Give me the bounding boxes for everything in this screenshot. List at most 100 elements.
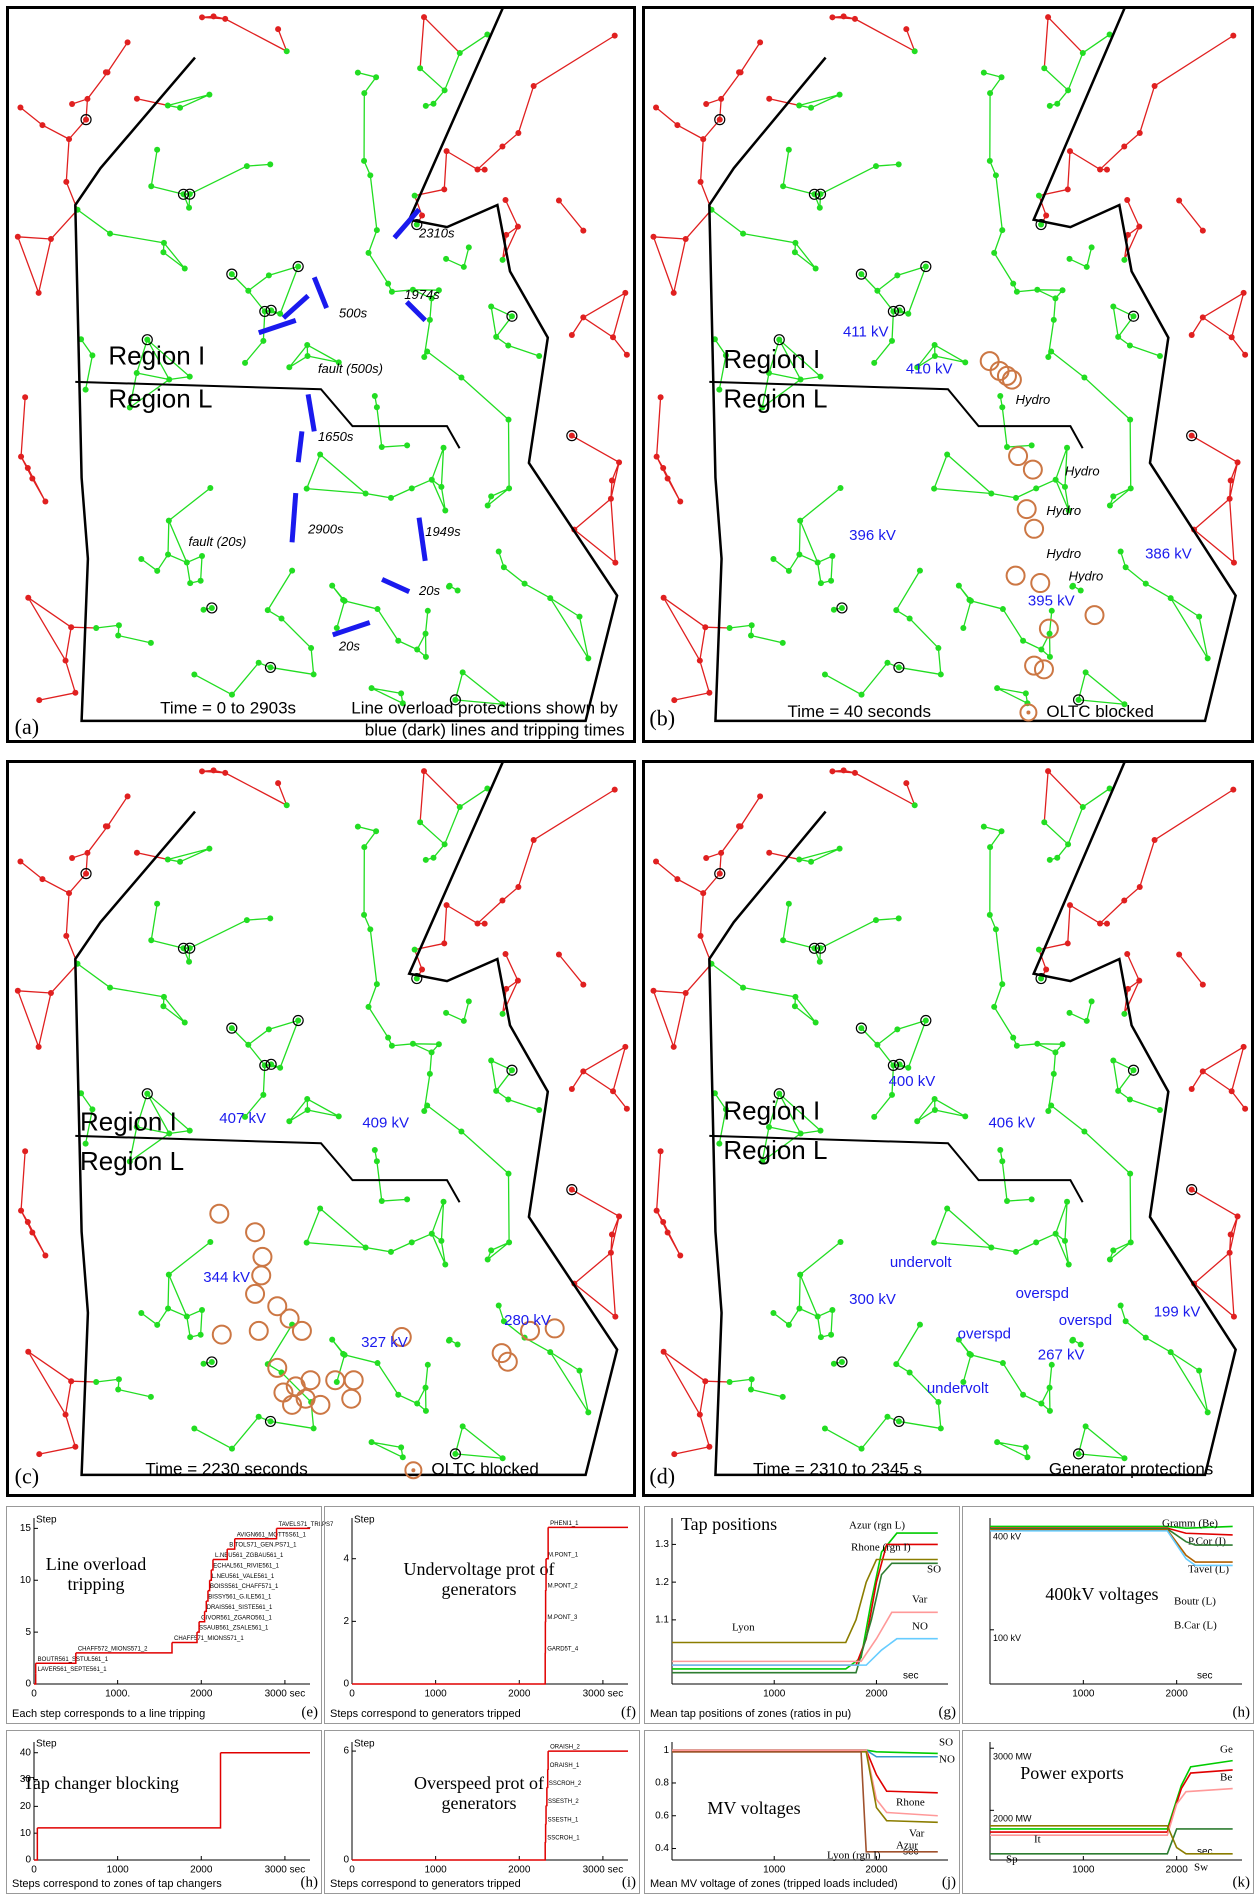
bus <box>63 658 69 664</box>
bus <box>244 917 250 923</box>
bus <box>499 144 505 150</box>
bus <box>488 1247 494 1253</box>
bus <box>1024 1454 1030 1460</box>
bus <box>580 982 586 988</box>
bus <box>187 374 193 380</box>
bus <box>447 583 453 589</box>
bus <box>580 228 586 234</box>
chart-title-box: Undervoltage prot of generators <box>399 1559 559 1609</box>
step <box>205 1601 207 1611</box>
bus <box>500 1011 506 1017</box>
bus <box>1097 166 1103 172</box>
bus <box>229 271 235 277</box>
bus <box>1067 902 1073 908</box>
bus <box>187 1128 193 1134</box>
bus <box>988 1244 994 1250</box>
bus <box>893 607 899 613</box>
series-label: Azur <box>896 1840 918 1852</box>
oltc-blocked <box>1031 574 1049 592</box>
bus <box>1010 1035 1016 1041</box>
region-label: Region I <box>723 1096 820 1126</box>
bus <box>1205 1409 1211 1415</box>
bus <box>1034 287 1040 293</box>
oltc-blocked <box>345 1371 363 1389</box>
step-label: ORAISH_2 <box>550 1745 580 1751</box>
bus <box>822 1425 828 1431</box>
bus <box>852 16 858 22</box>
bus <box>211 13 217 19</box>
bus <box>1051 317 1057 323</box>
bus <box>1230 33 1236 39</box>
bus <box>63 179 69 185</box>
bus <box>917 1322 923 1328</box>
bus <box>506 1239 512 1245</box>
bus <box>912 48 918 54</box>
annotation: Hydro <box>1016 392 1051 407</box>
bus <box>48 236 54 242</box>
bus <box>1189 332 1195 338</box>
bus <box>1089 998 1095 1004</box>
bus <box>917 568 923 574</box>
bus <box>266 272 272 278</box>
bus <box>412 947 418 953</box>
bus <box>580 314 586 320</box>
bus <box>896 1418 902 1424</box>
bus <box>839 605 845 611</box>
bus <box>736 69 742 75</box>
bus <box>893 1361 899 1367</box>
bus <box>423 103 429 109</box>
bus <box>284 48 290 54</box>
bus <box>199 14 205 20</box>
bus <box>1118 549 1124 555</box>
bus <box>1033 485 1039 491</box>
bus <box>1047 857 1053 863</box>
bus <box>1123 564 1129 570</box>
bus <box>154 901 160 907</box>
bus <box>154 1322 160 1328</box>
bus <box>286 1118 292 1124</box>
bus <box>15 988 21 994</box>
x-tick-label: 1000 <box>425 1689 448 1700</box>
bus <box>1043 213 1049 219</box>
bus <box>702 1378 708 1384</box>
bus <box>342 1352 348 1358</box>
legend-dot <box>411 1468 415 1472</box>
oltc-blocked <box>1025 657 1043 675</box>
bus <box>267 664 273 670</box>
bus <box>1014 1043 1020 1049</box>
bus <box>808 105 814 111</box>
bus <box>1136 978 1142 984</box>
bus <box>1127 417 1133 423</box>
bus <box>191 671 197 677</box>
bus <box>903 780 909 786</box>
bus <box>577 614 583 620</box>
bus <box>400 1454 406 1460</box>
bus <box>363 490 369 496</box>
oltc-blocked <box>1035 660 1053 678</box>
bus <box>304 1096 310 1102</box>
bus <box>66 136 72 142</box>
bus <box>608 1250 614 1256</box>
oltc-blocked <box>1025 520 1043 538</box>
bus <box>191 1425 197 1431</box>
bus <box>160 249 166 255</box>
bus <box>336 1113 342 1119</box>
bus <box>89 352 95 358</box>
annotation: fault (20s) <box>188 534 246 549</box>
bus <box>931 1240 937 1246</box>
bus <box>780 937 786 943</box>
bus <box>1196 614 1202 620</box>
bus <box>968 598 974 604</box>
chart-title-box: Tap positions <box>649 1514 809 1564</box>
step-label: M.PONT_1 <box>548 1552 579 1558</box>
bus <box>792 1003 798 1009</box>
bus <box>1045 14 1051 20</box>
region-label: Region L <box>723 383 827 413</box>
bus <box>1070 583 1076 589</box>
oltc-blocked <box>252 1266 270 1284</box>
annotation: overspd <box>1016 1285 1069 1302</box>
bus <box>817 1128 823 1134</box>
x-tick-label: 1000 <box>425 1865 448 1876</box>
bus <box>68 1378 74 1384</box>
bus <box>1080 804 1086 810</box>
